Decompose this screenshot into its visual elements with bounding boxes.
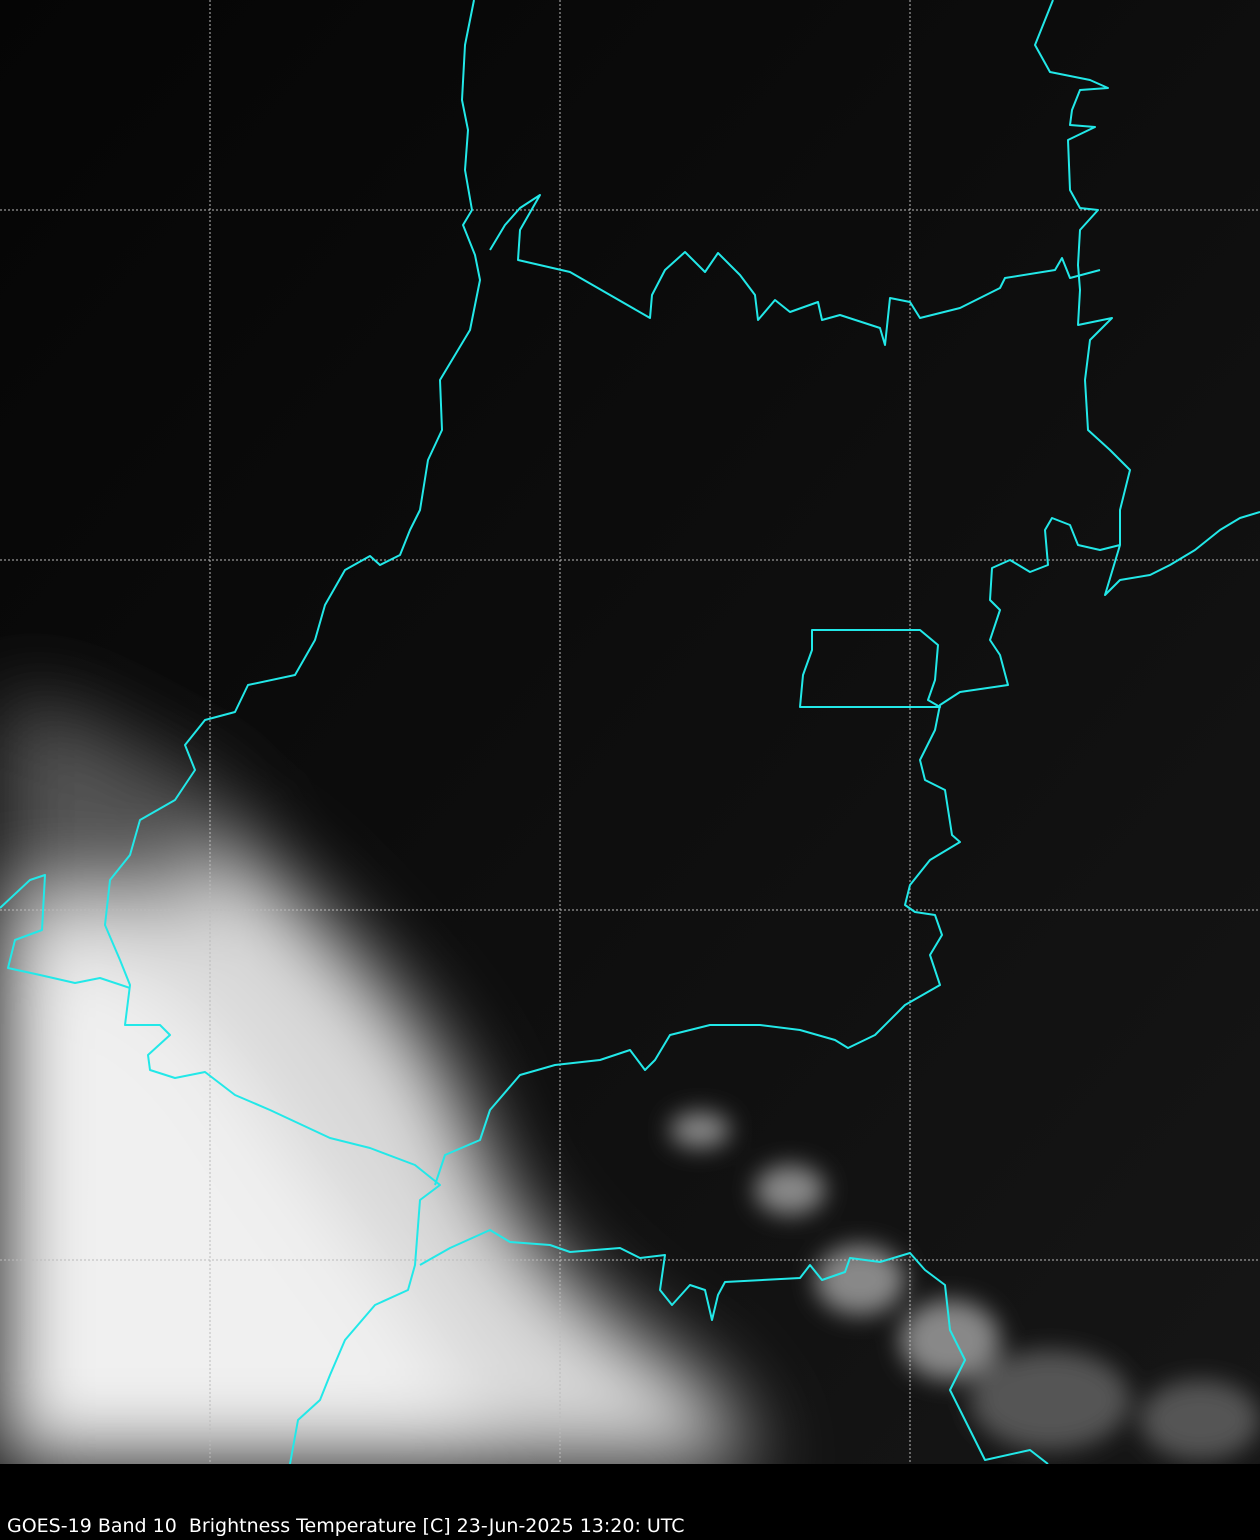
- satellite-image: [0, 0, 1260, 1464]
- border-line: [104, 0, 481, 1464]
- lat-lon-grid: [0, 0, 1260, 1464]
- cloud-field: [0, 699, 760, 1464]
- border-line: [0, 874, 131, 989]
- border-line: [419, 1229, 1049, 1464]
- border-line: [799, 629, 941, 708]
- cloud-streak: [670, 1112, 1260, 1460]
- border-line: [434, 517, 1121, 1186]
- border-line: [489, 194, 1101, 346]
- borders: [0, 0, 1260, 1464]
- border-line: [1034, 0, 1260, 596]
- image-caption: GOES-19 Band 10 Brightness Temperature […: [7, 1515, 685, 1537]
